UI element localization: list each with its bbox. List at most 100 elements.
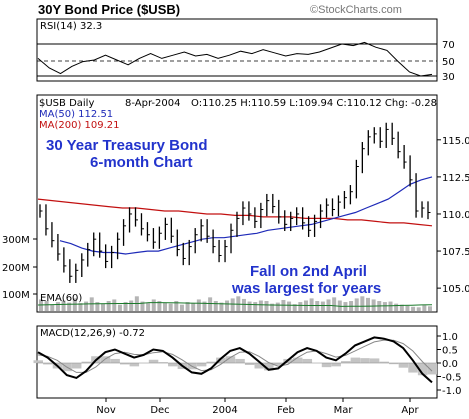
macd-tick-label: 0.0	[442, 359, 458, 370]
macd-hist-bar	[244, 363, 255, 365]
price-tick-label: 112.5	[442, 173, 469, 184]
volume-bar	[202, 301, 207, 311]
volume-bar	[270, 303, 275, 311]
price-bars	[39, 122, 431, 283]
volume-bar	[50, 304, 55, 311]
macd-hist-bar	[369, 358, 380, 364]
volume-bar	[213, 301, 218, 311]
volume-tick-label: 300M	[2, 235, 30, 246]
ma200-label: MA(200) 109.21	[39, 120, 120, 131]
macd-signal-line	[37, 339, 433, 373]
price-panel: $USB Daily 8-Apr-2004 O:110.25 H:110.59 …	[2, 94, 469, 313]
macd-hist-bar	[235, 358, 245, 364]
date-label: 8-Apr-2004	[125, 98, 180, 109]
annotation-title-1: 30 Year Treasury Bond	[46, 137, 207, 154]
rsi-panel: RSI(14) 32.3 70 50 30	[36, 18, 455, 83]
price-tick-label: 105.0	[442, 284, 469, 295]
price-tick-label: 107.5	[442, 247, 469, 258]
x-tick-label: Mar	[334, 405, 354, 416]
volume-bar	[191, 303, 196, 311]
macd-hist-bar	[427, 363, 437, 375]
macd-hist-bar	[71, 363, 82, 369]
volume-bar	[101, 303, 106, 311]
price-frame	[36, 94, 438, 313]
volume-bar	[208, 297, 213, 311]
x-tick-label: Nov	[96, 405, 116, 416]
annotation-title-2: 6-month Chart	[90, 154, 193, 171]
macd-hist-bar	[196, 363, 207, 367]
rsi-tick-30: 30	[442, 72, 455, 83]
volume-bar	[112, 299, 117, 311]
rsi-frame	[36, 18, 438, 82]
volume-bar	[67, 302, 72, 311]
volume-bar	[405, 305, 410, 311]
macd-hist-bar	[254, 363, 265, 369]
ohlc-label: O:110.25 H:110.59 L:109.94 C:110.12 Chg:…	[191, 98, 437, 109]
macd-hist-bar	[158, 362, 168, 364]
volume-bar	[72, 298, 77, 311]
volume-bar	[253, 302, 258, 311]
volume-bar	[185, 302, 190, 311]
macd-hist-bar	[273, 363, 284, 366]
volume-bar	[117, 304, 122, 311]
macd-hist-bar	[360, 358, 370, 364]
volume-bar	[264, 301, 269, 311]
macd-hist-bar	[350, 357, 361, 364]
volume-tick-label: 200M	[2, 263, 30, 274]
macd-hist-bar	[331, 363, 341, 367]
volume-bar	[247, 301, 252, 311]
volume-bar	[146, 303, 151, 311]
macd-hist-bar	[81, 361, 92, 364]
macd-tick-label: -0.5	[442, 373, 462, 384]
x-tick-label: Dec	[150, 405, 169, 416]
macd-hist-bar	[408, 363, 418, 373]
price-axis: 115.0 112.5 110.0 107.5 105.0	[437, 136, 469, 295]
volume-tick-label: 100M	[2, 290, 30, 301]
price-tick-label: 115.0	[442, 136, 469, 147]
macd-hist-bar	[43, 363, 53, 365]
ma200-line	[37, 198, 433, 227]
macd-hist-bar	[302, 358, 313, 364]
volume-bar	[157, 301, 162, 311]
macd-hist-bar	[168, 363, 178, 367]
rsi-tick-50: 50	[442, 57, 455, 68]
volume-bar	[292, 304, 297, 311]
macd-panel: MACD(12,26,9) -0.72 1.0 0.5 0.0 -0.5 -1.0	[33, 325, 462, 399]
macd-hist-bar	[398, 363, 409, 368]
volume-bar	[354, 298, 359, 311]
ema-line	[37, 302, 433, 307]
symbol-label: $USB Daily	[39, 98, 94, 109]
macd-hist-bar	[33, 360, 43, 364]
macd-hist-bar	[100, 356, 111, 364]
macd-hist-bar	[225, 356, 236, 364]
volume-bar	[422, 305, 427, 311]
macd-hist-bar	[341, 361, 351, 364]
volume-bar	[163, 302, 168, 311]
volume-bar	[371, 299, 376, 311]
macd-hist-bar	[389, 363, 399, 365]
volume-bar	[78, 303, 83, 311]
ma50-label: MA(50) 112.51	[39, 109, 113, 120]
x-tick-label: Apr	[401, 405, 419, 416]
volume-bar	[298, 302, 303, 311]
ema-label: EMA(60)	[40, 293, 82, 304]
volume-bar	[84, 301, 89, 311]
volume-bar	[332, 297, 337, 311]
macd-tick-label: -1.0	[442, 386, 462, 397]
annotation-note-1: Fall on 2nd April	[250, 263, 367, 280]
macd-hist-bar	[216, 357, 226, 364]
volume-bar	[123, 302, 128, 311]
volume-bar	[275, 302, 280, 311]
volume-bar	[241, 298, 246, 311]
volume-bar	[230, 298, 235, 311]
x-tick-label: Feb	[277, 405, 295, 416]
macd-line	[37, 336, 433, 384]
volume-bar	[179, 304, 184, 311]
rsi-label: RSI(14) 32.3	[40, 21, 102, 32]
volume-bar	[196, 299, 201, 311]
macd-tick-label: 1.0	[442, 332, 458, 343]
volume-bar	[61, 300, 66, 311]
macd-hist-bar	[417, 363, 428, 376]
macd-tick-label: 0.5	[442, 346, 458, 357]
volume-bar	[236, 296, 241, 311]
